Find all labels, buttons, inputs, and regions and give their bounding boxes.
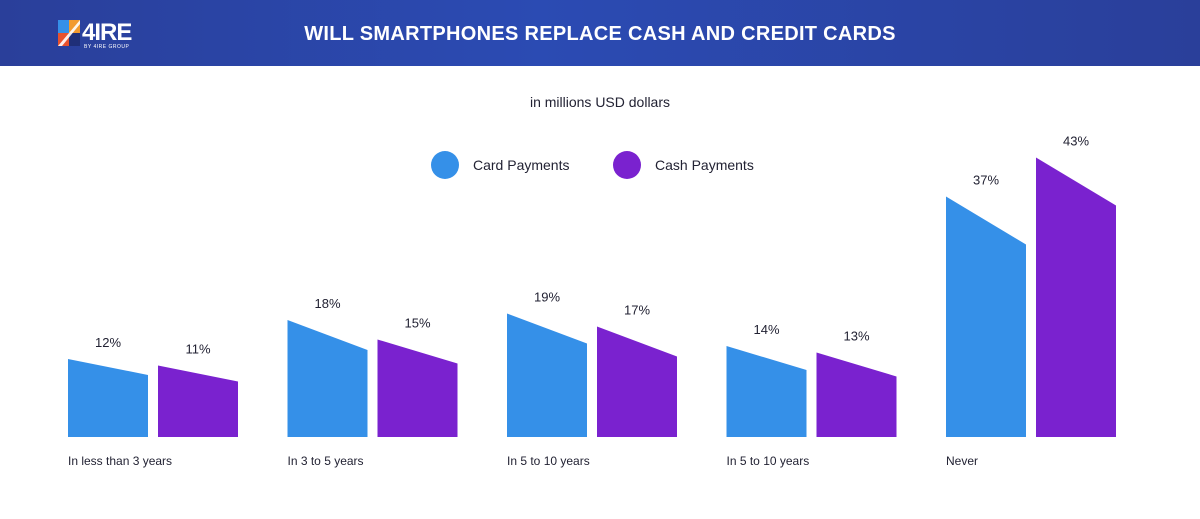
chart-legend: Card Payments Cash Payments — [0, 150, 1200, 180]
legend-label-card: Card Payments — [473, 157, 570, 173]
data-label-cash-3: 13% — [843, 329, 869, 344]
data-label-cash-4: 43% — [1063, 134, 1089, 149]
category-label-2: In 5 to 10 years — [507, 454, 590, 468]
legend-item-cash: Cash Payments — [613, 150, 754, 180]
data-label-card-2: 19% — [534, 290, 560, 305]
header-banner: 4IRE BY 4IRE GROUP WILL SMARTPHONES REPL… — [0, 0, 1200, 66]
bar-card-4 — [946, 196, 1026, 437]
category-label-0: In less than 3 years — [68, 454, 172, 468]
page-title: WILL SMARTPHONES REPLACE CASH AND CREDIT… — [304, 23, 896, 45]
legend-item-card: Card Payments — [431, 150, 569, 180]
bar-cash-2 — [597, 326, 677, 437]
bar-card-3 — [726, 346, 807, 437]
logo[interactable]: 4IRE BY 4IRE GROUP — [58, 20, 158, 50]
legend-swatch-cash — [613, 151, 641, 179]
chart-subtitle: in millions USD dollars — [529, 94, 671, 110]
bar-cash-4 — [1036, 157, 1116, 437]
logo-subtext: BY 4IRE GROUP — [84, 44, 130, 50]
data-label-card-3: 14% — [753, 322, 779, 337]
bar-card-0 — [68, 359, 148, 437]
data-label-cash-0: 11% — [185, 342, 210, 357]
data-label-cash-2: 17% — [624, 303, 650, 318]
logo-mark-icon — [58, 20, 80, 46]
bar-cash-0 — [158, 365, 238, 437]
category-label-3: In 5 to 10 years — [727, 454, 810, 468]
logo-text: 4IRE — [82, 19, 132, 46]
category-label-1: In 3 to 5 years — [288, 454, 364, 468]
bar-cash-1 — [377, 339, 458, 437]
data-label-card-0: 12% — [95, 335, 121, 350]
legend-swatch-card — [431, 151, 459, 179]
bar-card-1 — [287, 320, 368, 437]
data-label-cash-1: 15% — [404, 316, 430, 331]
bar-card-2 — [507, 313, 587, 437]
bar-cash-3 — [816, 352, 897, 437]
data-label-card-4: 37% — [973, 173, 999, 188]
category-label-4: Never — [946, 454, 978, 468]
legend-label-cash: Cash Payments — [655, 157, 754, 173]
data-label-card-1: 18% — [314, 296, 340, 311]
